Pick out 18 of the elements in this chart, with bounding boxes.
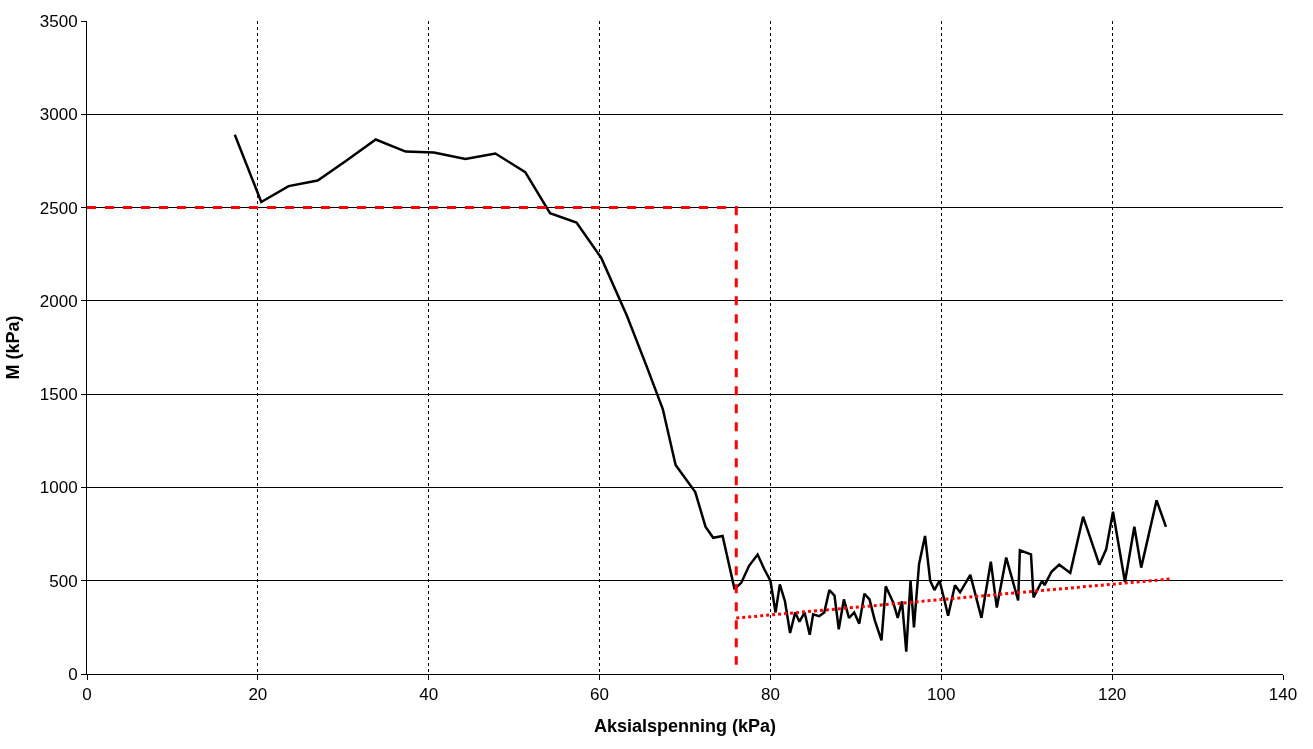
x-tick-label: 140: [1268, 685, 1298, 705]
y-tick-label: 500: [49, 571, 78, 591]
x-tick-label: 20: [248, 685, 268, 705]
y-tick-label: 2000: [39, 291, 78, 311]
y-axis-title: M (kPa): [2, 315, 23, 380]
x-tick-label: 60: [590, 685, 610, 705]
x-axis-title: Aksialspenning (kPa): [593, 715, 777, 736]
y-tick-label: 2500: [39, 198, 78, 218]
y-tick-label: 3000: [39, 105, 78, 125]
x-tick-label: 120: [1097, 685, 1127, 705]
x-tick-label: 80: [760, 685, 780, 705]
y-tick-label: 1000: [39, 478, 78, 498]
x-tick-label: 40: [419, 685, 439, 705]
y-tick-label: 3500: [39, 11, 78, 31]
x-tick-label: 0: [82, 685, 92, 705]
x-tick-label: 100: [927, 685, 956, 705]
y-tick-label: 1500: [39, 385, 78, 405]
y-tick-label: 0: [68, 664, 78, 684]
